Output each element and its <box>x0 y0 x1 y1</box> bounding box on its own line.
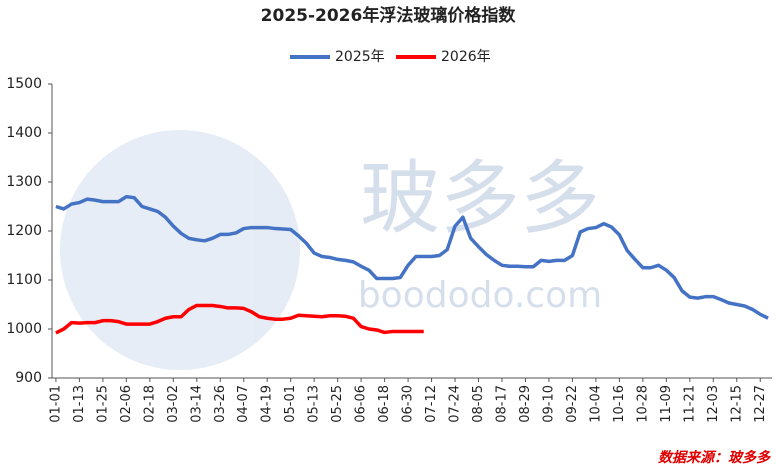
y-tick-label: 1200 <box>6 223 42 239</box>
x-tick-label: 05-25 <box>330 385 345 423</box>
x-tick-label: 10-04 <box>588 385 603 423</box>
x-tick-label: 08-05 <box>471 385 486 423</box>
watermark-logo <box>60 130 300 370</box>
legend-label: 2026年 <box>441 49 491 65</box>
y-tick-label: 900 <box>15 370 42 386</box>
chart-title: 2025-2026年浮法玻璃价格指数 <box>261 5 517 26</box>
x-tick-label: 10-16 <box>612 385 627 423</box>
x-tick-label: 06-30 <box>401 385 416 423</box>
x-tick-label: 03-26 <box>213 385 228 423</box>
x-tick-label: 02-18 <box>142 385 157 423</box>
x-tick-label: 12-03 <box>706 385 721 423</box>
x-tick-label: 04-07 <box>236 385 251 423</box>
x-tick-label: 03-14 <box>189 385 204 423</box>
y-tick-label: 1100 <box>6 272 42 288</box>
x-tick-label: 04-19 <box>260 385 275 423</box>
watermark-url: boododo.com <box>358 275 602 316</box>
x-tick-label: 12-15 <box>729 385 744 423</box>
x-tick-label: 02-06 <box>119 385 134 423</box>
x-tick-label: 11-09 <box>659 385 674 423</box>
x-tick-label: 05-13 <box>307 385 322 423</box>
y-tick-label: 1400 <box>6 125 42 141</box>
x-tick-label: 03-02 <box>166 385 181 423</box>
x-tick-label: 10-28 <box>635 385 650 423</box>
x-tick-label: 09-22 <box>565 385 580 423</box>
x-tick-label: 07-12 <box>424 385 439 423</box>
x-tick-label: 01-25 <box>95 385 110 423</box>
watermark-text: 玻多多 <box>360 152 600 245</box>
series-line <box>55 303 424 335</box>
x-tick-label: 01-01 <box>48 385 63 423</box>
y-tick-label: 1300 <box>6 174 42 190</box>
x-tick-label: 11-21 <box>682 385 697 423</box>
x-tick-label: 12-27 <box>753 385 768 423</box>
x-tick-label: 01-13 <box>72 385 87 423</box>
x-tick-label: 06-06 <box>354 385 369 423</box>
series-line <box>55 194 769 320</box>
source-note: 数据来源：玻多多 <box>658 449 771 466</box>
legend-label: 2025年 <box>335 49 385 65</box>
x-tick-label: 08-17 <box>495 385 510 423</box>
x-tick-label: 07-24 <box>448 385 463 423</box>
x-tick-label: 08-29 <box>518 385 533 423</box>
x-tick-label: 06-18 <box>377 385 392 423</box>
y-tick-label: 1500 <box>6 76 42 92</box>
x-tick-label: 05-01 <box>283 385 298 423</box>
watermark: 玻多多 boododo.com <box>60 130 602 370</box>
x-tick-label: 09-10 <box>541 385 556 423</box>
y-tick-label: 1000 <box>6 321 42 337</box>
